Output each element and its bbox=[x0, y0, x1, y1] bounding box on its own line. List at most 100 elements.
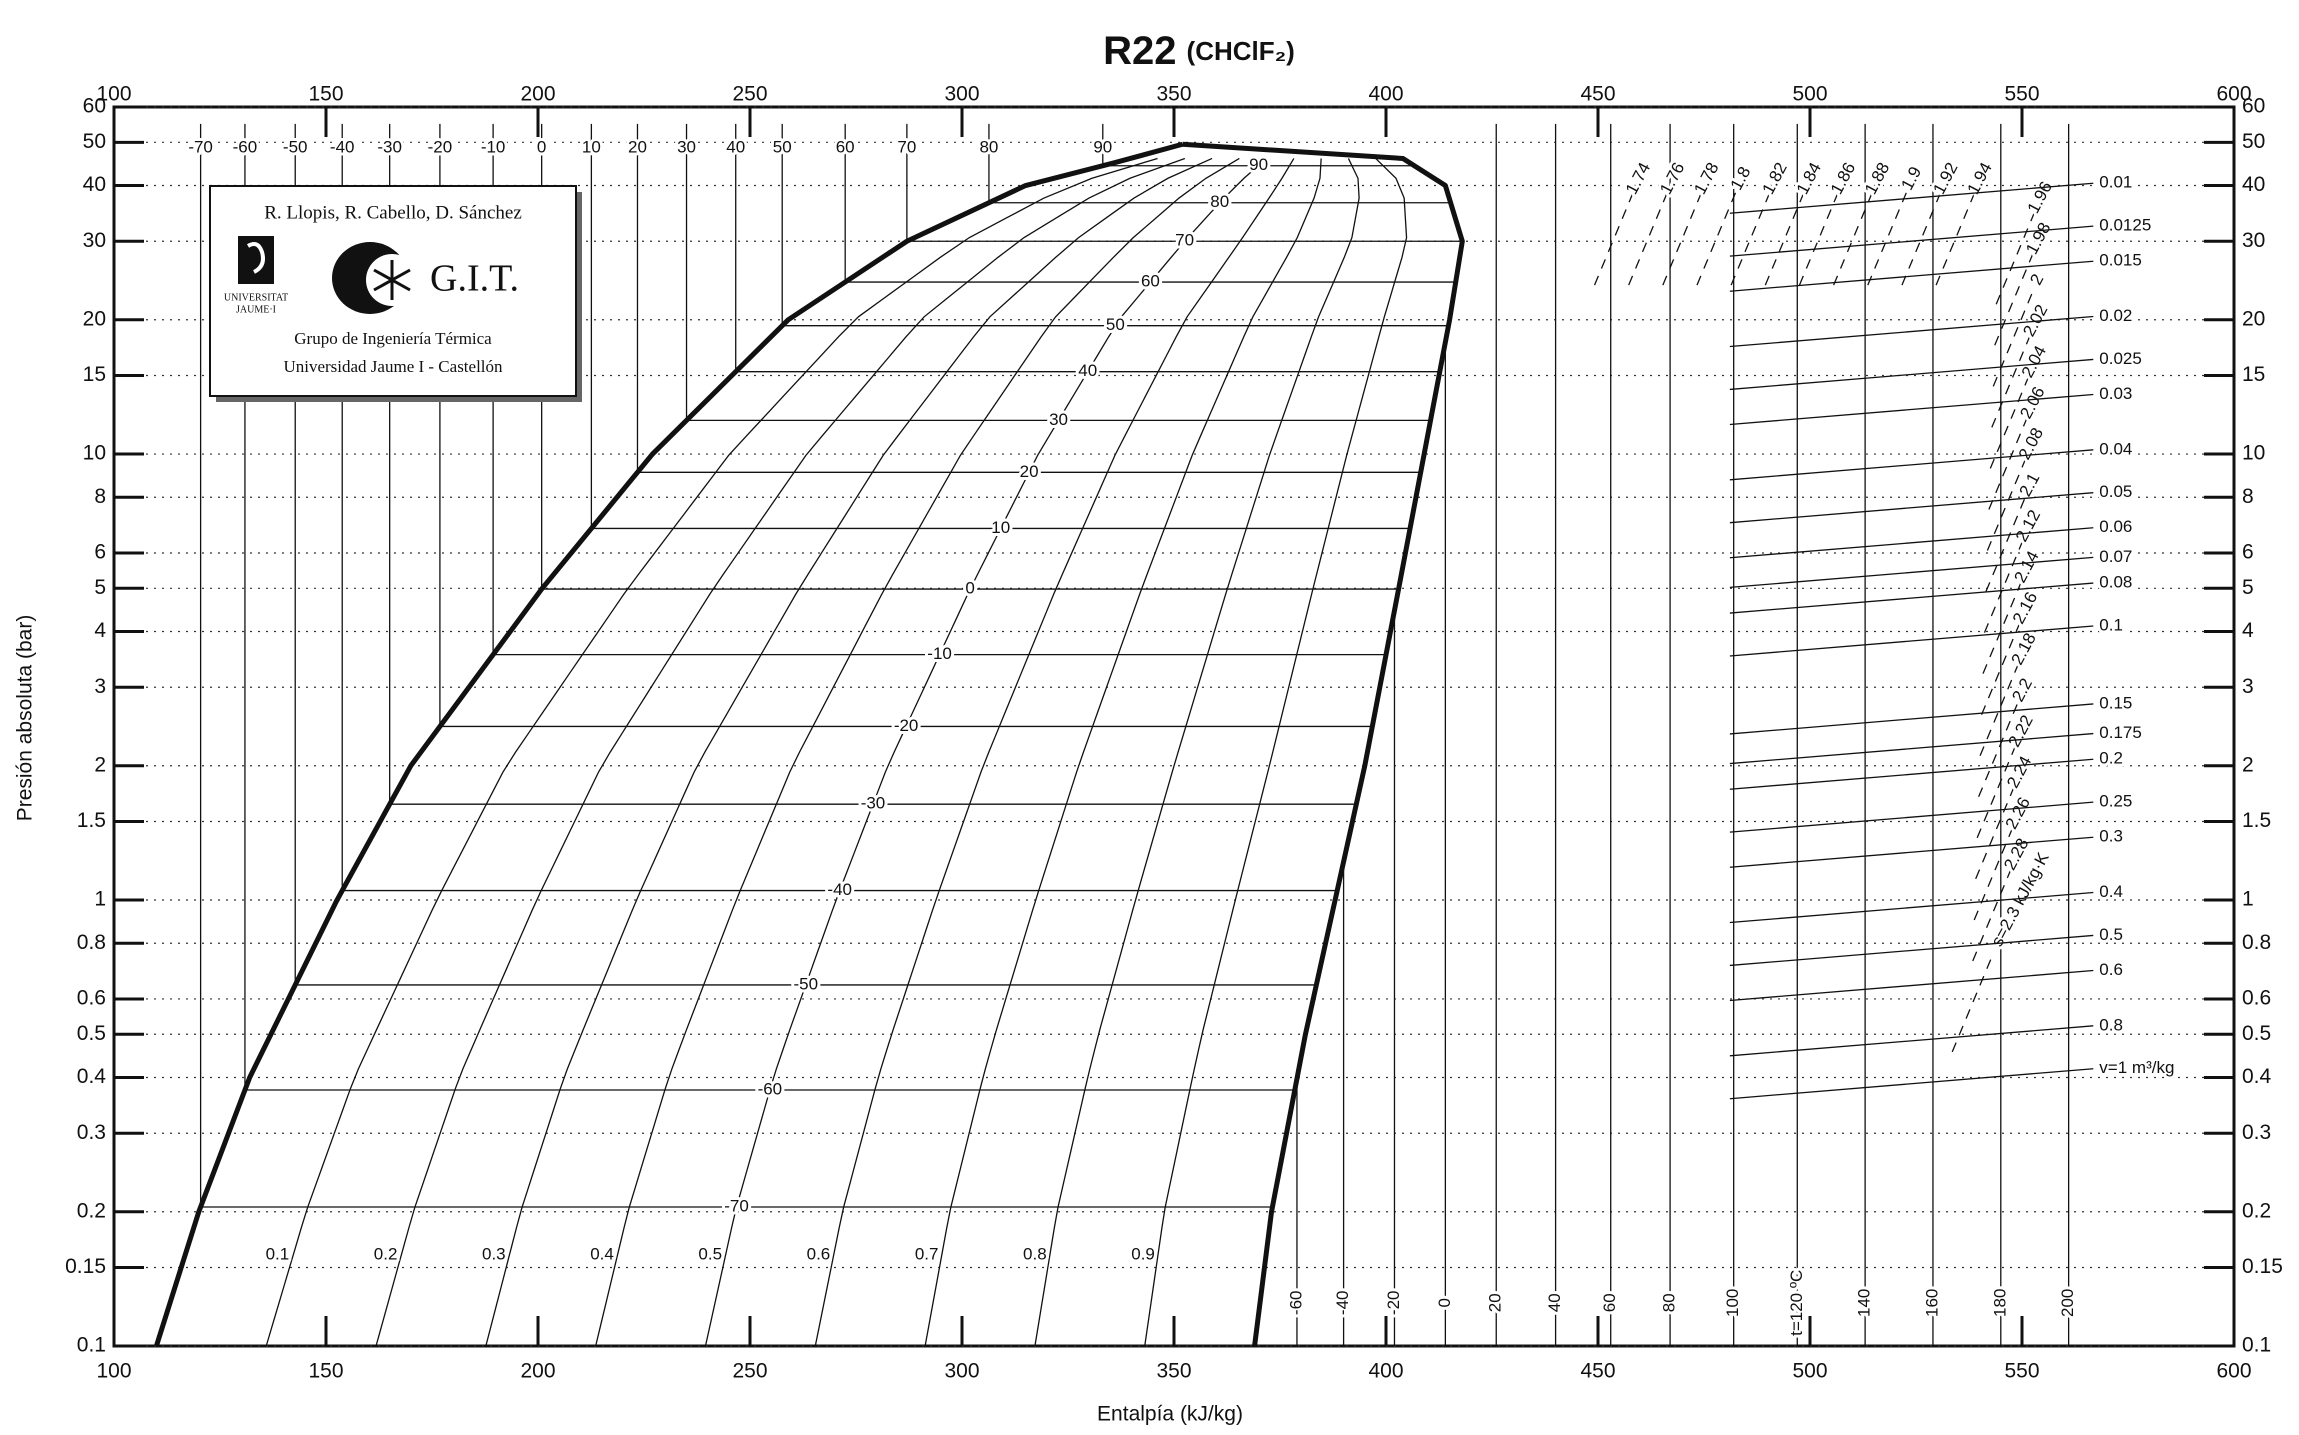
y-tick-label: 0.2 bbox=[77, 1199, 106, 1222]
superheated-isotherm-label: -60 bbox=[1286, 1290, 1305, 1315]
y-tick-label-right: 20 bbox=[2242, 307, 2265, 330]
isochore bbox=[1729, 182, 2094, 214]
isotherm-label: 80 bbox=[1210, 192, 1229, 211]
y-tick-label-right: 0.15 bbox=[2242, 1255, 2283, 1278]
isotherm-label-top: -20 bbox=[428, 138, 453, 157]
x-tick-label-top: 400 bbox=[1368, 83, 1403, 106]
isotherm-label: -40 bbox=[827, 880, 852, 899]
y-tick-label: 50 bbox=[83, 130, 106, 153]
y-tick-label-right: 4 bbox=[2242, 619, 2254, 642]
isochore bbox=[1729, 801, 2094, 833]
saturation-curve bbox=[1182, 141, 1465, 1347]
y-tick-label-right: 40 bbox=[2242, 173, 2265, 196]
y-tick-label: 0.5 bbox=[77, 1022, 106, 1045]
y-tick-label-right: 5 bbox=[2242, 576, 2254, 599]
logo-box: R. Llopis, R. Cabello, D. Sánchez UNIVER… bbox=[209, 185, 582, 402]
y-tick-label-right: 6 bbox=[2242, 541, 2254, 564]
superheated-isotherm-label: 180 bbox=[1990, 1289, 2009, 1317]
y-tick-label-right: 10 bbox=[2242, 442, 2265, 465]
isotherm-label-top: -40 bbox=[330, 138, 355, 157]
isochore bbox=[1729, 225, 2094, 257]
y-tick-label-right: 2 bbox=[2242, 753, 2254, 776]
isotherm-label: 70 bbox=[1175, 231, 1194, 250]
isochore bbox=[1729, 1025, 2094, 1057]
x-tick-label-top: 350 bbox=[1156, 83, 1191, 106]
isochore-label: 0.175 bbox=[2099, 723, 2142, 742]
isochore bbox=[1729, 969, 2094, 1002]
superheated-isotherm-label: 40 bbox=[1545, 1293, 1564, 1312]
quality-line bbox=[375, 157, 1186, 1347]
x-tick-label-top: 100 bbox=[96, 83, 131, 106]
y-tick-label: 20 bbox=[83, 307, 106, 330]
y-tick-label: 2 bbox=[94, 753, 106, 776]
plot-area: 0.1 0.10.15 0.150.2 0.20.3 0.30.4 0.40.5 0.50.… bbox=[65, 83, 2283, 1383]
isotherm-label-top: 90 bbox=[1093, 138, 1112, 157]
isochore-label: 0.6 bbox=[2099, 960, 2123, 979]
isochore bbox=[1729, 582, 2094, 614]
y-tick-label-right: 60 bbox=[2242, 95, 2265, 118]
quality-line bbox=[1034, 158, 1360, 1347]
isotherm-label: 20 bbox=[1020, 462, 1039, 481]
isotherm-label-top: -70 bbox=[188, 138, 213, 157]
y-tick-label: 0.6 bbox=[77, 987, 106, 1010]
y-tick-label: 10 bbox=[83, 442, 106, 465]
y-tick-label-right: 30 bbox=[2242, 229, 2265, 252]
y-tick-label: 1.5 bbox=[77, 809, 106, 832]
group-abbreviation: G.I.T. bbox=[430, 258, 519, 300]
isochore-label: 0.015 bbox=[2099, 251, 2142, 270]
isochore bbox=[1729, 891, 2094, 924]
x-tick-label: 100 bbox=[96, 1360, 131, 1383]
isotherm-label-top: 30 bbox=[677, 138, 696, 157]
x-tick-label-top: 500 bbox=[1792, 83, 1827, 106]
isotherm-label: 50 bbox=[1106, 315, 1125, 334]
isochore bbox=[1729, 260, 2094, 292]
y-tick-label-right: 1 bbox=[2242, 888, 2254, 911]
superheated-isotherm-label: 200 bbox=[2058, 1289, 2077, 1317]
isochore bbox=[1729, 449, 2094, 481]
quality-line bbox=[1144, 157, 1408, 1347]
quality-label: 0.3 bbox=[482, 1245, 506, 1264]
isotherm-label: -10 bbox=[927, 644, 952, 663]
isotherm-label: 0 bbox=[965, 579, 974, 598]
isotherm-label-top: 40 bbox=[726, 138, 745, 157]
y-tick-label: 4 bbox=[94, 619, 106, 642]
quality-label: 0.1 bbox=[266, 1245, 290, 1264]
x-tick-label: 200 bbox=[520, 1360, 555, 1383]
y-tick-label: 8 bbox=[94, 485, 106, 508]
isotherm-label: -60 bbox=[758, 1079, 783, 1098]
isochore-label: 0.8 bbox=[2099, 1015, 2123, 1034]
isotherm-label-top: 50 bbox=[773, 138, 792, 157]
x-tick-label-top: 300 bbox=[944, 83, 979, 106]
x-axis-label: Entalpía (kJ/kg) bbox=[1097, 1403, 1243, 1426]
y-tick-label-right: 15 bbox=[2242, 363, 2265, 386]
quality-line bbox=[924, 158, 1322, 1347]
isochore-label: 0.3 bbox=[2099, 827, 2123, 846]
isotherm-label-top: 0 bbox=[537, 138, 546, 157]
y-tick-label-right: 3 bbox=[2242, 675, 2254, 698]
y-tick-label: 0.1 bbox=[77, 1334, 106, 1357]
x-tick-label: 250 bbox=[732, 1360, 767, 1383]
university-emblem-mark bbox=[246, 242, 265, 274]
y-tick-label-right: 8 bbox=[2242, 485, 2254, 508]
group-name: Grupo de Ingeniería Térmica bbox=[294, 329, 492, 348]
isochore bbox=[1729, 492, 2094, 524]
quality-label: 0.6 bbox=[807, 1245, 831, 1264]
x-tick-label: 500 bbox=[1792, 1360, 1827, 1383]
y-tick-label: 40 bbox=[83, 173, 106, 196]
superheated-isotherm-label: 20 bbox=[1486, 1293, 1505, 1312]
x-tick-label-top: 550 bbox=[2004, 83, 2039, 106]
x-tick-label-top: 250 bbox=[732, 83, 767, 106]
chart-subtitle: (CHClF₂) bbox=[1187, 36, 1295, 66]
isotherm-label: 10 bbox=[991, 518, 1010, 537]
x-tick-label-top: 200 bbox=[520, 83, 555, 106]
isotherm-label-top: -10 bbox=[481, 138, 506, 157]
quality-line bbox=[814, 158, 1295, 1347]
quality-label: 0.7 bbox=[915, 1245, 939, 1264]
superheated-isotherm-label: 80 bbox=[1660, 1293, 1679, 1312]
isotherm-label: 30 bbox=[1049, 410, 1068, 429]
x-tick-label: 300 bbox=[944, 1360, 979, 1383]
isotherm-label-top: 80 bbox=[979, 138, 998, 157]
y-tick-label-right: 0.6 bbox=[2242, 987, 2271, 1010]
quality-label: 0.9 bbox=[1131, 1245, 1155, 1264]
